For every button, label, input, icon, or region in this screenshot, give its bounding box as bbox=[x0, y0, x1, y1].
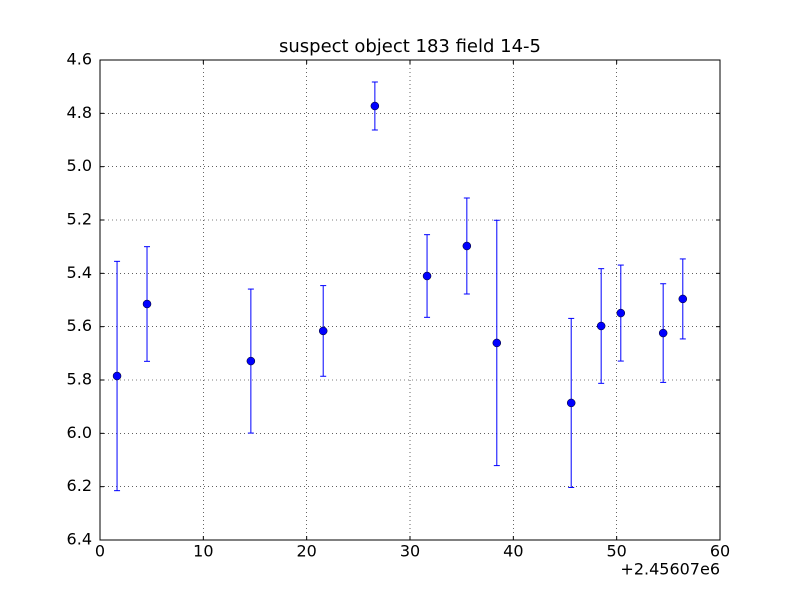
x-offset-label: +2.45607e6 bbox=[620, 560, 720, 579]
data-point bbox=[678, 294, 688, 304]
plot-frame bbox=[99, 59, 721, 541]
data-point bbox=[142, 299, 152, 309]
x-tick-label: 50 bbox=[606, 542, 626, 561]
x-tick-label: 20 bbox=[296, 542, 316, 561]
data-point bbox=[462, 241, 472, 251]
data-point bbox=[246, 356, 256, 366]
y-tick-label: 5.8 bbox=[67, 370, 92, 389]
y-tick-label: 6.4 bbox=[67, 530, 92, 549]
y-tick-label: 6.2 bbox=[67, 476, 92, 495]
y-tick-label: 5.0 bbox=[67, 156, 92, 175]
x-tick-label: 0 bbox=[95, 542, 105, 561]
x-tick-label: 30 bbox=[400, 542, 420, 561]
y-tick-label: 4.8 bbox=[67, 103, 92, 122]
data-point bbox=[658, 328, 668, 338]
x-tick-label: 60 bbox=[710, 542, 730, 561]
data-point bbox=[318, 326, 328, 336]
y-tick-label: 5.2 bbox=[67, 210, 92, 229]
data-point bbox=[422, 271, 432, 281]
data-point bbox=[566, 398, 576, 408]
y-tick-label: 5.6 bbox=[67, 316, 92, 335]
y-tick-label: 4.6 bbox=[67, 50, 92, 69]
data-point bbox=[616, 308, 626, 318]
x-tick-label: 40 bbox=[503, 542, 523, 561]
chart-title: suspect object 183 field 14-5 bbox=[279, 36, 541, 57]
y-tick-label: 6.0 bbox=[67, 423, 92, 442]
data-point bbox=[370, 101, 380, 111]
y-tick-label: 5.4 bbox=[67, 263, 92, 282]
x-tick-label: 10 bbox=[193, 542, 213, 561]
data-point bbox=[112, 371, 122, 381]
data-point bbox=[492, 338, 502, 348]
data-point bbox=[596, 321, 606, 331]
